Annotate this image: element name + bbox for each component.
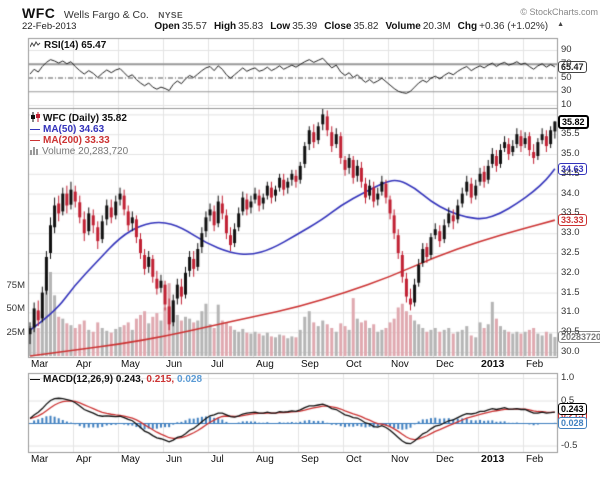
price-axis-tick: 35.5 xyxy=(561,128,580,140)
price-axis-tick: 30.0 xyxy=(561,346,580,357)
price-axis-tick: 34.0 xyxy=(561,187,580,199)
ma200-legend: — MA(200) 33.33 xyxy=(30,135,110,146)
symbol-legend: WFC (Daily) 35.82 xyxy=(30,112,127,125)
copyright-text: © StockCharts.com xyxy=(520,7,598,17)
macd-hist-box: 0.028 xyxy=(558,416,587,429)
rsi-legend: RSI(14) 65.47 xyxy=(29,40,107,52)
macd-axis-tick: 1.0 xyxy=(561,372,575,383)
volume-legend: Volume 20,283,720 xyxy=(30,146,128,158)
ma50-legend: — MA(50) 34.63 xyxy=(30,124,104,135)
month-label: Aug xyxy=(256,359,274,370)
macd-line-icon: — xyxy=(30,374,40,385)
last-price-box: 35.82 xyxy=(558,114,589,129)
symbol-legend-label: WFC (Daily) 35.82 xyxy=(43,113,127,124)
rsi-axis-tick: 30 xyxy=(561,85,572,97)
month-label: Nov xyxy=(391,454,409,465)
month-label: Apr xyxy=(76,359,92,370)
month-label: Oct xyxy=(346,359,362,370)
quote-field-label: Open xyxy=(154,21,180,32)
month-label: Apr xyxy=(76,454,92,465)
candlestick-icon xyxy=(30,112,40,125)
month-label: Feb xyxy=(526,454,544,465)
volume-axis-tick: 50M xyxy=(6,303,25,315)
macd-axis-tick: -0.5 xyxy=(561,439,578,451)
ma50-line-icon: — xyxy=(30,124,40,135)
price-axis-tick: 31.0 xyxy=(561,306,580,318)
rsi-axis-tick: 50 xyxy=(561,71,572,83)
macd-axis-tick: 0.5 xyxy=(561,394,575,406)
price-axis-tick: 32.0 xyxy=(561,266,580,278)
quote-field-value: 35.57 xyxy=(181,21,207,32)
quote-field-label: Volume xyxy=(385,21,421,32)
rsi-value-box: 65.47 xyxy=(558,60,587,73)
month-label: Feb xyxy=(526,359,544,370)
volume-axis-tick: 25M xyxy=(6,326,25,338)
quote-summary: Open 35.57 High 35.83 Low 35.39 Close 35.82 Volu… xyxy=(154,21,564,32)
price-axis-tick: 32.5 xyxy=(561,247,580,258)
macd-legend: — MACD(12,26,9) 0.243, 0.215, 0.028 xyxy=(30,374,202,385)
rsi-axis-tick: 70 xyxy=(561,57,572,69)
month-label: Jun xyxy=(166,454,183,465)
quote-field-label: Chg xyxy=(457,21,478,32)
ma200-line-icon: — xyxy=(30,135,40,146)
chart-header: WFC Wells Fargo & Co. NYSE © StockCharts… xyxy=(22,5,598,21)
price-axis-tick: 31.5 xyxy=(561,286,580,298)
month-label: Dec xyxy=(436,454,454,465)
month-label: Jun xyxy=(166,359,183,370)
month-label: Oct xyxy=(346,454,362,465)
quote-field-label: High xyxy=(213,21,237,32)
macd-value-box: 0.243 xyxy=(558,403,587,416)
quote-header-row: 22-Feb-2013 Open 35.57 High 35.83 Low 35.39 Cl… xyxy=(22,21,592,34)
quote-field-value: 35.39 xyxy=(292,21,318,32)
macd-value: 0.243, xyxy=(115,374,144,385)
month-label: Aug xyxy=(256,454,274,465)
price-axis-tick: 33.0 xyxy=(561,227,580,239)
quote-field-value: +0.36 (+1.02%) xyxy=(479,21,549,32)
company-name: Wells Fargo & Co. xyxy=(63,9,149,21)
quote-field-value: 20.3M xyxy=(422,21,451,32)
volume-legend-label: Volume 20,283,720 xyxy=(42,146,129,157)
quote-field-label: Low xyxy=(270,21,291,32)
rsi-legend-label: RSI(14) 65.47 xyxy=(44,40,107,51)
price-axis-tick: 34.5 xyxy=(561,167,580,179)
exchange-label: NYSE xyxy=(158,10,184,20)
month-label: Nov xyxy=(391,359,409,370)
ma50-legend-label: MA(50) 34.63 xyxy=(43,124,105,135)
up-triangle-icon: ▲ xyxy=(557,21,564,28)
rsi-axis-tick: 10 xyxy=(561,99,572,110)
volume-axis-tick: 75M xyxy=(6,280,25,291)
macd-hist-value: 0.028 xyxy=(177,374,203,385)
month-label: Mar xyxy=(31,454,49,465)
ma200-value-box: 33.33 xyxy=(558,214,587,227)
month-label: May xyxy=(121,359,140,370)
month-label: Sep xyxy=(301,454,319,465)
month-label: Jul xyxy=(211,359,224,370)
macd-legend-name: MACD(12,26,9) xyxy=(43,374,114,385)
quote-field-value: 35.83 xyxy=(238,21,264,32)
month-label: Mar xyxy=(31,359,49,370)
macd-signal-value: 0.215, xyxy=(146,374,175,385)
rsi-axis-tick: 90 xyxy=(561,44,572,55)
ticker-symbol: WFC xyxy=(22,5,56,21)
price-axis-tick: 35.0 xyxy=(561,148,580,159)
quote-field-value: 35.82 xyxy=(353,21,379,32)
volume-value-box: 20283720 xyxy=(558,331,600,344)
month-label: May xyxy=(121,454,140,465)
ma200-legend-label: MA(200) 33.33 xyxy=(43,135,110,146)
month-label: 2013 xyxy=(481,358,505,370)
month-label: 2013 xyxy=(481,453,505,465)
ma50-value-box: 34.63 xyxy=(558,162,587,175)
price-axis-tick: 30.5 xyxy=(561,326,580,338)
chart-date: 22-Feb-2013 xyxy=(22,21,77,32)
indicator-line-icon xyxy=(29,40,41,52)
volume-bars-icon xyxy=(30,146,39,158)
month-label: Jul xyxy=(211,454,224,465)
quote-field-label: Close xyxy=(324,21,352,32)
month-label: Sep xyxy=(301,359,319,370)
month-label: Dec xyxy=(436,359,454,370)
price-axis-tick: 33.5 xyxy=(561,207,580,219)
